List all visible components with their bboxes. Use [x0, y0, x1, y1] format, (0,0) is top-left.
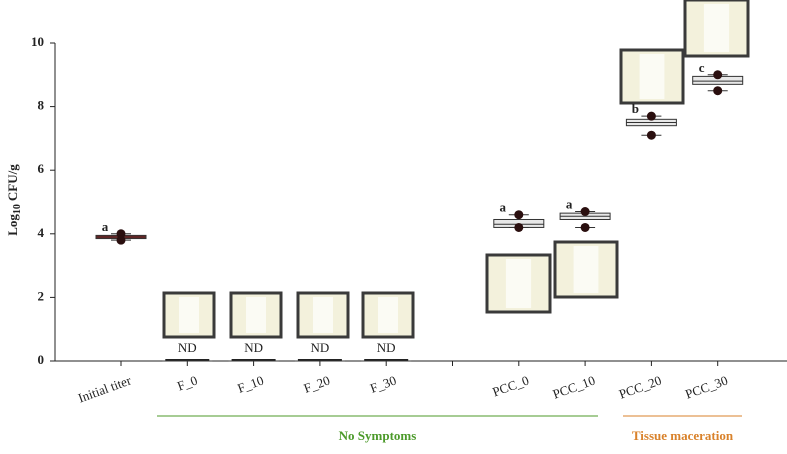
x-tick-label: PCC_20: [617, 373, 664, 402]
y-tick-label: 6: [38, 161, 45, 176]
significance-letter: c: [699, 60, 705, 75]
point: [713, 86, 723, 96]
nd-label: ND: [178, 340, 197, 355]
photo-highlight: [378, 297, 398, 333]
significance-letter: a: [102, 219, 109, 234]
nd-label: ND: [244, 340, 263, 355]
nd-label: ND: [311, 340, 330, 355]
group-label: Tissue maceration: [632, 428, 734, 443]
significance-letter: a: [566, 197, 573, 212]
photo-highlight: [639, 54, 665, 99]
x-tick-label: F_30: [368, 373, 398, 396]
y-label-sub: 10: [12, 204, 23, 214]
group-label: No Symptoms: [339, 428, 417, 443]
photo-highlight: [573, 246, 599, 293]
significance-letter: b: [632, 101, 639, 116]
y-axis-label: Log10 CFU/g: [5, 164, 23, 236]
point: [514, 210, 524, 220]
x-tick-label: F_20: [302, 373, 332, 396]
point: [646, 111, 656, 121]
y-tick-label: 4: [38, 225, 45, 240]
y-tick-label: 0: [38, 352, 45, 367]
photo-highlight: [505, 259, 532, 308]
point: [580, 222, 590, 232]
point: [116, 235, 126, 245]
point: [713, 70, 723, 80]
y-label-unit: CFU/g: [5, 164, 20, 201]
point: [514, 222, 524, 232]
nd-label: ND: [377, 340, 396, 355]
point: [580, 207, 590, 217]
photo-highlight: [703, 4, 730, 52]
x-tick-label: F_10: [235, 373, 265, 396]
y-tick-label: 2: [38, 288, 45, 303]
point: [116, 229, 126, 239]
y-label-main: Log: [5, 214, 20, 236]
x-tick-label: PCC_10: [551, 373, 598, 402]
y-tick-label: 10: [31, 34, 44, 49]
x-tick-label: F_0: [175, 373, 199, 394]
significance-letter: a: [500, 200, 507, 215]
x-tick-label: PCC_30: [683, 373, 730, 402]
photo-highlight: [313, 297, 333, 333]
photo-highlight: [179, 297, 199, 333]
y-tick-label: 8: [38, 98, 45, 113]
photo-highlight: [246, 297, 266, 333]
x-tick-label: PCC_0: [490, 373, 530, 400]
x-tick-label: Initial titer: [76, 372, 134, 405]
point: [646, 130, 656, 140]
